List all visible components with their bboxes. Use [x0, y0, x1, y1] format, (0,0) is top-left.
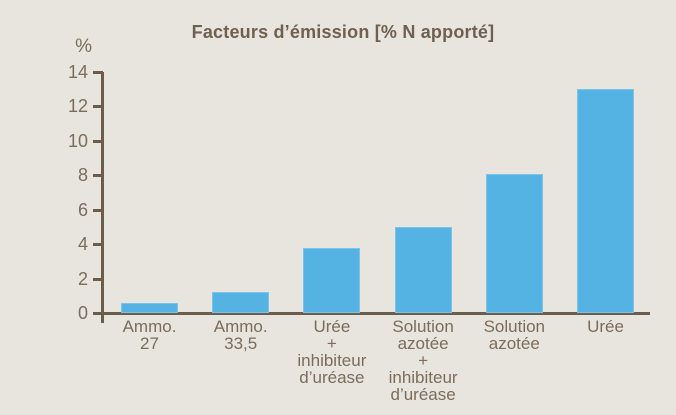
bar-4: [394, 226, 452, 313]
bar-1: [121, 302, 178, 313]
x-category-label-line: Ammo.: [213, 317, 268, 336]
y-tick-label: 14: [67, 62, 88, 82]
bar-2: [212, 292, 270, 313]
bar-3: [303, 247, 361, 313]
x-category-label: Ammo. 27: [90, 318, 210, 352]
x-category-label-line: 33,5: [224, 334, 258, 353]
y-tick-mark: [93, 139, 103, 143]
y-tick-mark: [93, 71, 103, 74]
y-tick-mark: [93, 174, 103, 178]
x-axis-line: [95, 312, 650, 315]
x-category-label-line: Solution: [392, 317, 454, 336]
y-tick-mark: [93, 105, 103, 109]
y-tick-label: 4: [77, 234, 88, 255]
x-category-label-line: d’uréase: [299, 368, 365, 387]
x-category-label: Solution azotée: [454, 318, 574, 352]
y-tick-label: 0: [77, 303, 88, 323]
x-category-label-line: Solution: [483, 317, 546, 336]
y-axis-line: [101, 72, 104, 323]
y-axis-unit-label: %: [75, 36, 92, 57]
bar-5: [485, 173, 543, 313]
x-category-label-line: +: [326, 334, 337, 353]
y-tick-mark: [93, 312, 103, 315]
x-category-label: Ammo. 33,5: [181, 318, 301, 352]
y-tick-label: 12: [67, 96, 88, 117]
x-category-label-line: d’uréase: [390, 385, 456, 404]
bar-6: [577, 89, 634, 313]
x-category-label: Urée: [546, 318, 666, 335]
y-tick-label: 10: [67, 130, 88, 151]
chart-title: Facteurs d’émission [% N apporté]: [191, 22, 495, 42]
y-tick-mark: [93, 243, 103, 247]
y-tick-label: 8: [77, 165, 88, 186]
y-tick-label: 2: [77, 268, 88, 289]
x-category-label-line: 27: [140, 334, 159, 353]
x-category-label: Urée + inhibiteur d’uréase: [272, 318, 392, 386]
x-category-label-line: inhibiteur: [297, 351, 367, 370]
y-tick-label: 6: [77, 199, 88, 220]
x-category-label-line: Urée: [587, 317, 624, 336]
x-category-label: Solution azotée + inhibiteur d’uréase: [363, 318, 483, 403]
y-tick-mark: [93, 208, 103, 212]
x-category-label-line: Ammo.: [122, 317, 177, 336]
x-category-label-line: azotée: [488, 334, 540, 353]
x-category-label-line: inhibiteur: [388, 368, 458, 387]
y-tick-mark: [93, 277, 103, 281]
x-category-label-line: azotée: [397, 334, 449, 353]
x-category-label-line: +: [418, 351, 429, 370]
x-category-label-line: Urée: [313, 317, 351, 336]
